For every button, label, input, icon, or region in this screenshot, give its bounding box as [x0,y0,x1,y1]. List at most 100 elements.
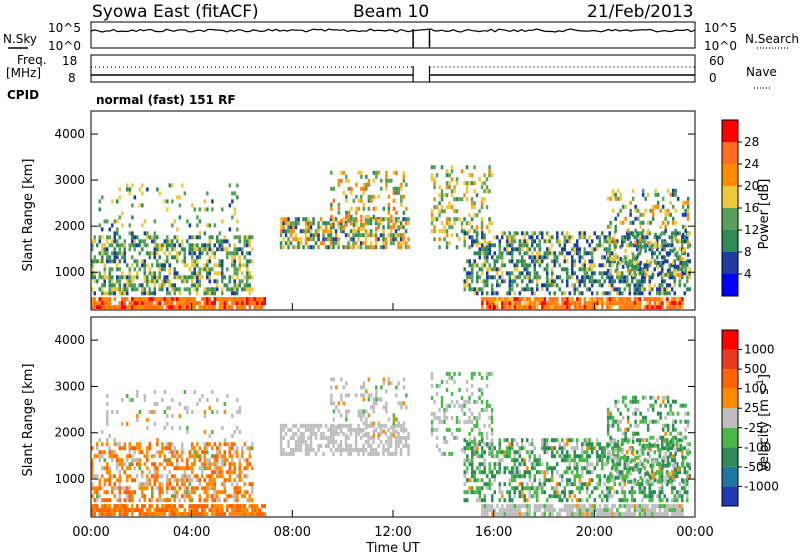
echo-cell [633,458,636,463]
echo-cell [619,419,622,424]
echo-cell [649,208,652,213]
echo-cell [218,259,221,264]
echo-cell [678,466,681,471]
echo-cell [573,243,576,248]
echo-cell [476,271,479,276]
echo-cell [523,462,526,467]
echo-cell [216,466,219,471]
echo-cell [93,454,96,459]
echo-cell [166,474,169,479]
echo-cell [332,451,335,456]
echo-cell [364,233,368,238]
echo-cell [626,275,629,280]
echo-cell [511,271,514,276]
echo-cell [153,512,156,517]
echo-cell [171,199,174,204]
echo-cell [136,259,139,264]
echo-cell [221,470,224,475]
echo-cell [593,263,596,268]
echo-cell [359,233,363,238]
echo-cell [608,239,611,244]
echo-cell [289,447,293,452]
echo-cell [631,279,634,284]
echo-cell [367,377,371,382]
echo-cell [279,435,283,440]
echo-cell [151,305,154,310]
echo-cell [433,205,436,210]
echo-cell [673,283,676,288]
echo-cell [161,490,164,495]
echo-cell [601,283,604,288]
echo-cell [211,291,214,296]
echo-cell [108,498,111,503]
echo-cell [681,512,684,517]
echo-cell [588,438,591,443]
echo-cell [91,243,94,248]
echo-cell [666,283,669,288]
echo-cell [118,474,121,479]
echo-cell [246,271,249,276]
echo-cell [611,415,615,420]
echo-cell [596,462,599,467]
echo-cell [183,406,187,410]
echo-cell [236,251,239,256]
echo-cell [372,451,375,456]
echo-cell [478,415,481,420]
echo-cell [485,241,489,246]
echo-cell [566,279,569,284]
echo-cell [183,512,186,517]
echo-cell [106,418,109,422]
echo-cell [196,255,199,260]
echo-cell [611,251,614,256]
echo-cell [243,490,246,495]
echo-cell [616,490,619,495]
echo-cell [123,259,126,264]
echo-cell [480,205,484,210]
echo-cell [173,512,176,517]
echo-cell [382,245,385,250]
echo-cell [196,508,199,513]
echo-cell [678,512,682,517]
echo-cell [591,504,594,509]
echo-cell [468,490,471,495]
echo-cell [556,470,559,475]
echo-cell [332,218,336,223]
echo-cell [533,305,537,310]
echo-cell [526,504,529,509]
echo-cell [621,478,624,483]
echo-cell [233,267,236,272]
echo-cell [352,222,356,227]
echo-cell [309,439,313,444]
echo-cell [543,297,547,302]
echo-cell [471,239,474,244]
echo-cell [626,474,629,479]
echo-cell [153,390,157,394]
echo-cell [533,446,536,451]
echo-cell [402,421,406,426]
echo-cell [659,208,662,213]
power-ylabel: Slant Range [km] [21,159,36,272]
echo-cell [248,239,251,244]
echo-cell [168,470,171,475]
echo-cell [688,450,691,455]
echo-cell [668,446,671,451]
echo-cell [576,504,579,509]
echo-cell [598,512,602,517]
echo-cell [392,433,396,438]
echo-cell [243,474,246,479]
echo-cell [463,231,466,236]
echo-cell [292,229,295,234]
echo-cell [658,450,661,455]
echo-cell [533,462,536,467]
echo-cell [193,259,196,264]
colorbar-swatch [722,274,738,296]
echo-cell [385,178,388,183]
echo-cell [367,182,371,187]
echo-cell [471,466,474,471]
echo-cell [471,287,474,292]
echo-cell [121,287,124,292]
echo-cell [339,229,343,234]
echo-cell [658,486,661,491]
echo-cell [186,494,189,499]
echo-cell [608,235,611,240]
